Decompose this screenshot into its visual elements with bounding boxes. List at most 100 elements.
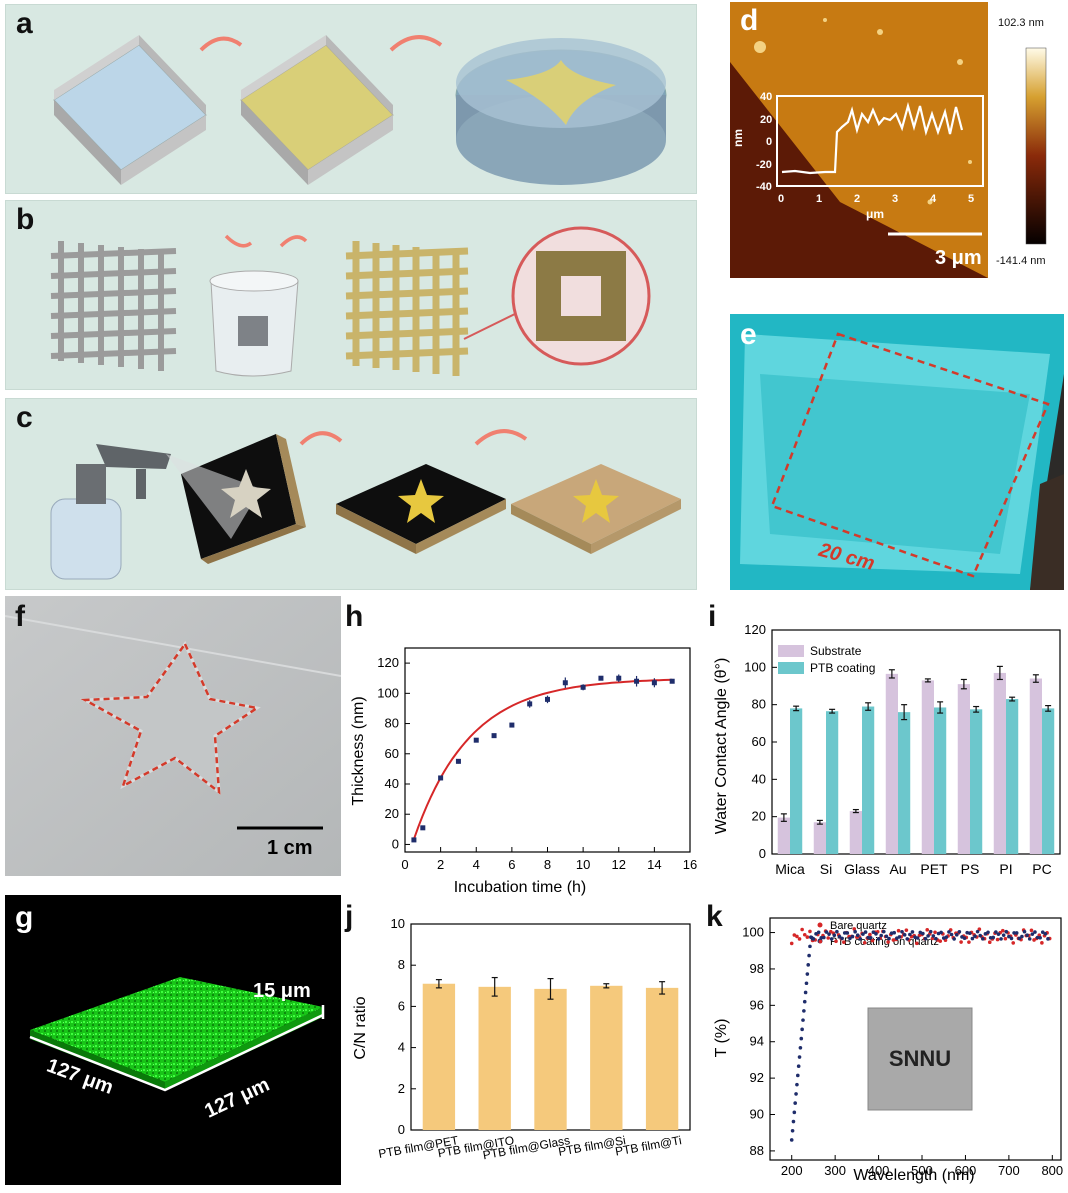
k-point-ptb: [1007, 934, 1011, 939]
h-xtick-label: 6: [508, 857, 515, 872]
j-ytick-label: 0: [398, 1122, 405, 1137]
k-point-bare: [938, 939, 943, 943]
i-bar: [826, 711, 839, 854]
i-category-label: Mica: [775, 861, 805, 877]
water-tank-photo: 20 cm: [730, 314, 1064, 590]
h-data-point: [473, 737, 479, 743]
k-point-ptb: [848, 936, 852, 941]
i-category-label: Au: [889, 861, 906, 877]
arrow-icon: [474, 429, 528, 446]
k-point-ptb: [983, 932, 988, 936]
panel-label-f: f: [15, 600, 25, 633]
k-point-ptb: [1017, 936, 1022, 941]
k-point-ptb: [802, 1009, 806, 1013]
panel-label-a: a: [16, 7, 33, 40]
k-point-ptb: [928, 929, 933, 934]
afm-scale-bar-label: 3 μm: [935, 247, 982, 269]
i-category-label: Glass: [844, 861, 880, 877]
j-bar: [478, 986, 511, 1130]
coated-mesh-icon: [345, 241, 469, 376]
k-point-ptb: [789, 1138, 794, 1142]
h-xtick-label: 14: [647, 857, 661, 872]
k-point-ptb: [986, 930, 990, 935]
k-point-bare: [959, 940, 963, 944]
h-xtick-label: 0: [401, 857, 408, 872]
i-bar: [970, 709, 983, 854]
i-category-label: PC: [1032, 861, 1051, 877]
star-film-transferred-icon: [511, 464, 681, 554]
k-point-bare: [795, 934, 799, 939]
h-data-point: [545, 696, 550, 702]
h-data-point: [411, 837, 417, 843]
k-point-ptb: [970, 936, 975, 941]
k-point-ptb: [811, 937, 816, 941]
h-xtick-label: 2: [437, 857, 444, 872]
k-xtick-label: 800: [1041, 1163, 1063, 1178]
k-point-ptb: [1014, 931, 1019, 935]
k-point-ptb: [962, 936, 967, 941]
k-point-ptb: [1040, 930, 1045, 935]
height-label: 15 μm: [253, 980, 311, 1002]
afm-inset-plot: 40 20 0 -20 -40 nm 0 1 2 3 4 5 μm: [731, 91, 984, 221]
i-ytick-label: 100: [744, 659, 766, 674]
legend-substrate: Substrate: [810, 644, 862, 658]
i-bar: [1006, 699, 1019, 854]
k-point-bare: [842, 940, 846, 944]
k-point-ptb: [939, 930, 943, 935]
k-point-bare: [886, 940, 890, 944]
h-data-point: [634, 678, 640, 684]
chart-i: Water Contact Angle (θ°) Substrate PTB c…: [713, 622, 1061, 877]
inset-xtick: 2: [854, 193, 860, 205]
k-point-bare: [1003, 936, 1008, 941]
measurement-box: [770, 332, 1050, 578]
i-category-label: Si: [820, 861, 832, 877]
h-data-point: [651, 680, 657, 686]
star-film-photo: 1 cm: [4, 596, 342, 876]
h-ytick-label: 20: [385, 806, 399, 821]
panel-b-schematic: [50, 226, 651, 377]
k-point-bare: [852, 927, 857, 931]
k-point-ptb: [952, 937, 956, 941]
k-point-ptb: [840, 936, 844, 941]
k-ytick-label: 100: [742, 925, 764, 940]
k-point-ptb: [793, 1101, 797, 1105]
k-xlabel: Wavelength (nm): [853, 1167, 974, 1184]
panel-i: Water Contact Angle (θ°) Substrate PTB c…: [706, 596, 1066, 896]
k-point-ptb: [868, 935, 873, 940]
h-xtick-label: 10: [576, 857, 590, 872]
k-point-bare: [915, 941, 919, 946]
k-point-bare: [1040, 941, 1044, 945]
panel-e: 20 cm e: [730, 314, 1064, 590]
petri-dish-film-icon: [455, 38, 667, 185]
k-point-ptb: [1012, 931, 1016, 935]
h-xtick-label: 8: [544, 857, 551, 872]
k-point-ptb: [1038, 935, 1042, 940]
arrow-icon: [279, 235, 308, 248]
legend-bare: Bare quartz: [830, 920, 887, 932]
k-point-bare: [789, 941, 794, 946]
panel-label-c: c: [16, 401, 33, 434]
k-point-ptb: [792, 1110, 797, 1115]
h-xtick-label: 12: [612, 857, 626, 872]
arrow-icon: [389, 35, 443, 52]
k-point-ptb: [879, 933, 883, 938]
k-point-ptb: [884, 934, 889, 939]
k-point-ptb: [816, 930, 821, 935]
h-data-point: [438, 775, 444, 781]
snnu-photo: [867, 1007, 973, 1111]
inset-ytick: -40: [756, 181, 772, 193]
k-point-ptb: [798, 1045, 803, 1050]
i-bar: [1029, 678, 1042, 854]
k-point-ptb: [845, 931, 850, 935]
panel-a-schematic: [53, 35, 667, 185]
inset-ytick: -20: [756, 159, 772, 171]
i-bar: [862, 706, 875, 854]
panel-label-i: i: [708, 600, 717, 633]
panel-j: C/N ratio 0 2 4 6 8 10 PTB film@PET PTB film@IT…: [345, 898, 705, 1188]
k-point-ptb: [1027, 937, 1032, 941]
k-point-ptb: [837, 934, 842, 939]
k-point-ptb: [988, 935, 993, 940]
k-ytick-label: 96: [750, 997, 764, 1012]
k-point-ptb: [853, 929, 857, 934]
inset-xlabel: μm: [866, 207, 884, 221]
